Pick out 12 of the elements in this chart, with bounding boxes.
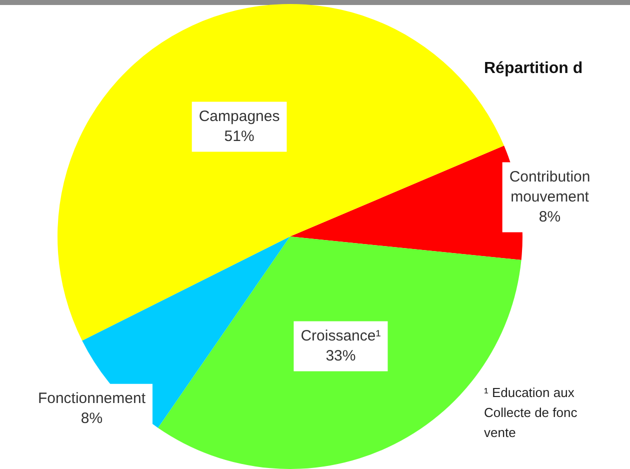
data-label: 51% <box>224 128 254 145</box>
data-label: 8% <box>538 208 561 226</box>
data-label: 8% <box>80 410 103 428</box>
slice-label: Croissance¹ <box>300 327 381 344</box>
slice-label: Fonctionnement <box>38 390 146 408</box>
slice-label: Contribution mouvement <box>509 168 590 206</box>
data-label: 33% <box>326 347 356 364</box>
text: vente <box>484 424 517 442</box>
text: ¹ Education aux <box>484 384 576 402</box>
slice-label: Campagnes <box>198 108 280 125</box>
text: Collecte de fonc <box>484 404 578 422</box>
text: Répartition d <box>484 60 583 78</box>
